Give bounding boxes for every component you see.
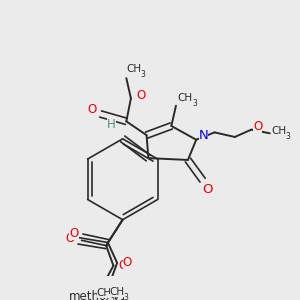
Text: 3: 3 xyxy=(109,294,114,300)
Text: O: O xyxy=(66,232,75,244)
Text: O: O xyxy=(136,89,146,102)
Text: O: O xyxy=(123,256,132,269)
Text: 3: 3 xyxy=(124,293,129,300)
Text: CH: CH xyxy=(126,64,141,74)
Text: 3: 3 xyxy=(286,133,291,142)
Text: H: H xyxy=(107,118,116,130)
Text: methoxy1: methoxy1 xyxy=(69,290,128,300)
Text: 3: 3 xyxy=(140,70,145,79)
Text: N: N xyxy=(199,129,208,142)
Text: O: O xyxy=(253,120,262,134)
Text: CH: CH xyxy=(178,93,193,103)
Text: O: O xyxy=(118,259,127,272)
Text: CH: CH xyxy=(110,287,125,297)
Text: O: O xyxy=(202,183,212,196)
Text: O: O xyxy=(88,103,97,116)
Text: O: O xyxy=(69,227,79,240)
Text: CH: CH xyxy=(272,127,286,136)
Text: 3: 3 xyxy=(192,99,197,108)
Text: CH: CH xyxy=(97,288,112,298)
